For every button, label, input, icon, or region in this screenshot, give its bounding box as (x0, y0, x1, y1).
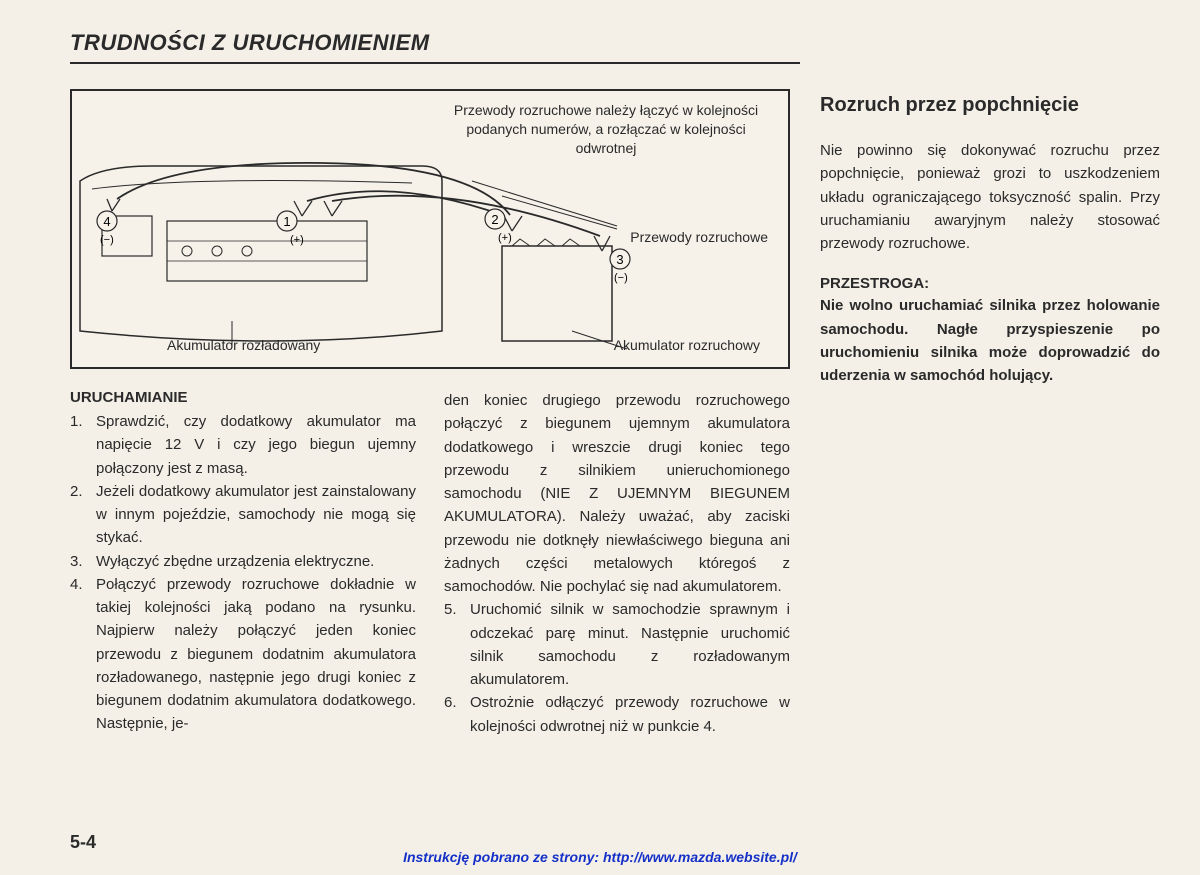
label-booster-battery: Akumulator rozruchowy (614, 337, 760, 353)
push-start-paragraph: Nie powinno się dokonywać rozruchu przez… (820, 139, 1160, 255)
list-item: 4. Połączyć przewody rozruchowe dokładni… (70, 573, 416, 736)
item-text: Wyłączyć zbędne urządzenia elektryczne. (96, 550, 416, 573)
svg-text:(−): (−) (614, 272, 628, 284)
list-item: 2. Jeżeli dodatkowy akumulator jest zain… (70, 480, 416, 550)
item-text: Uruchomić silnik w samochodzie sprawnym … (470, 598, 790, 691)
svg-text:(−): (−) (100, 234, 114, 246)
svg-text:3: 3 (616, 252, 623, 267)
instructions-col-1: URUCHAMIANIE 1. Sprawdzić, czy dodatkowy… (70, 389, 416, 738)
continuation-text: den koniec drugiego przewodu rozruchoweg… (444, 389, 790, 598)
diagram-caption: Przewody rozruchowe należy łączyć w kole… (436, 101, 776, 158)
item-text: Sprawdzić, czy dodatkowy akumulator ma n… (96, 410, 416, 480)
item-num: 6. (444, 691, 462, 738)
item-num: 2. (70, 480, 88, 550)
content: 1 (+) 2 (+) 3 (−) 4 (−) Przewody rozruch… (70, 89, 1160, 738)
item-text: Ostrożnie odłączyć przewody rozruchowe w… (470, 691, 790, 738)
instruction-columns: URUCHAMIANIE 1. Sprawdzić, czy dodatkowy… (70, 389, 790, 738)
item-num: 5. (444, 598, 462, 691)
list-item: 3. Wyłączyć zbędne urządzenia elektryczn… (70, 550, 416, 573)
item-num: 3. (70, 550, 88, 573)
item-num: 4. (70, 573, 88, 736)
starting-heading: URUCHAMIANIE (70, 389, 416, 406)
label-discharged-battery: Akumulator rozładowany (167, 337, 320, 353)
svg-text:1: 1 (283, 214, 290, 229)
instructions-col-2: den koniec drugiego przewodu rozruchoweg… (444, 389, 790, 738)
item-text: Połączyć przewody rozruchowe dokładnie w… (96, 573, 416, 736)
list-item: 5. Uruchomić silnik w samochodzie sprawn… (444, 598, 790, 691)
svg-text:(+): (+) (290, 234, 304, 246)
footer-source: Instrukcję pobrano ze strony: http://www… (0, 849, 1200, 865)
item-num: 1. (70, 410, 88, 480)
label-cables: Przewody rozruchowe (630, 229, 768, 245)
right-column: Rozruch przez popchnięcie Nie powinno si… (820, 89, 1160, 738)
svg-text:2: 2 (491, 212, 498, 227)
warning-text: Nie wolno uruchamiać silnika przez holow… (820, 294, 1160, 387)
svg-text:4: 4 (103, 214, 110, 229)
left-column: 1 (+) 2 (+) 3 (−) 4 (−) Przewody rozruch… (70, 89, 790, 738)
warning-label: PRZESTROGA: (820, 275, 1160, 292)
list-item: 1. Sprawdzić, czy dodatkowy akumulator m… (70, 410, 416, 480)
page-title: TRUDNOŚCI Z URUCHOMIENIEM (70, 30, 800, 64)
list-item: 6. Ostrożnie odłączyć przewody rozruchow… (444, 691, 790, 738)
diagram: 1 (+) 2 (+) 3 (−) 4 (−) Przewody rozruch… (70, 89, 790, 369)
item-text: Jeżeli dodatkowy akumulator jest zainsta… (96, 480, 416, 550)
svg-text:(+): (+) (498, 232, 512, 244)
push-start-heading: Rozruch przez popchnięcie (820, 94, 1160, 117)
